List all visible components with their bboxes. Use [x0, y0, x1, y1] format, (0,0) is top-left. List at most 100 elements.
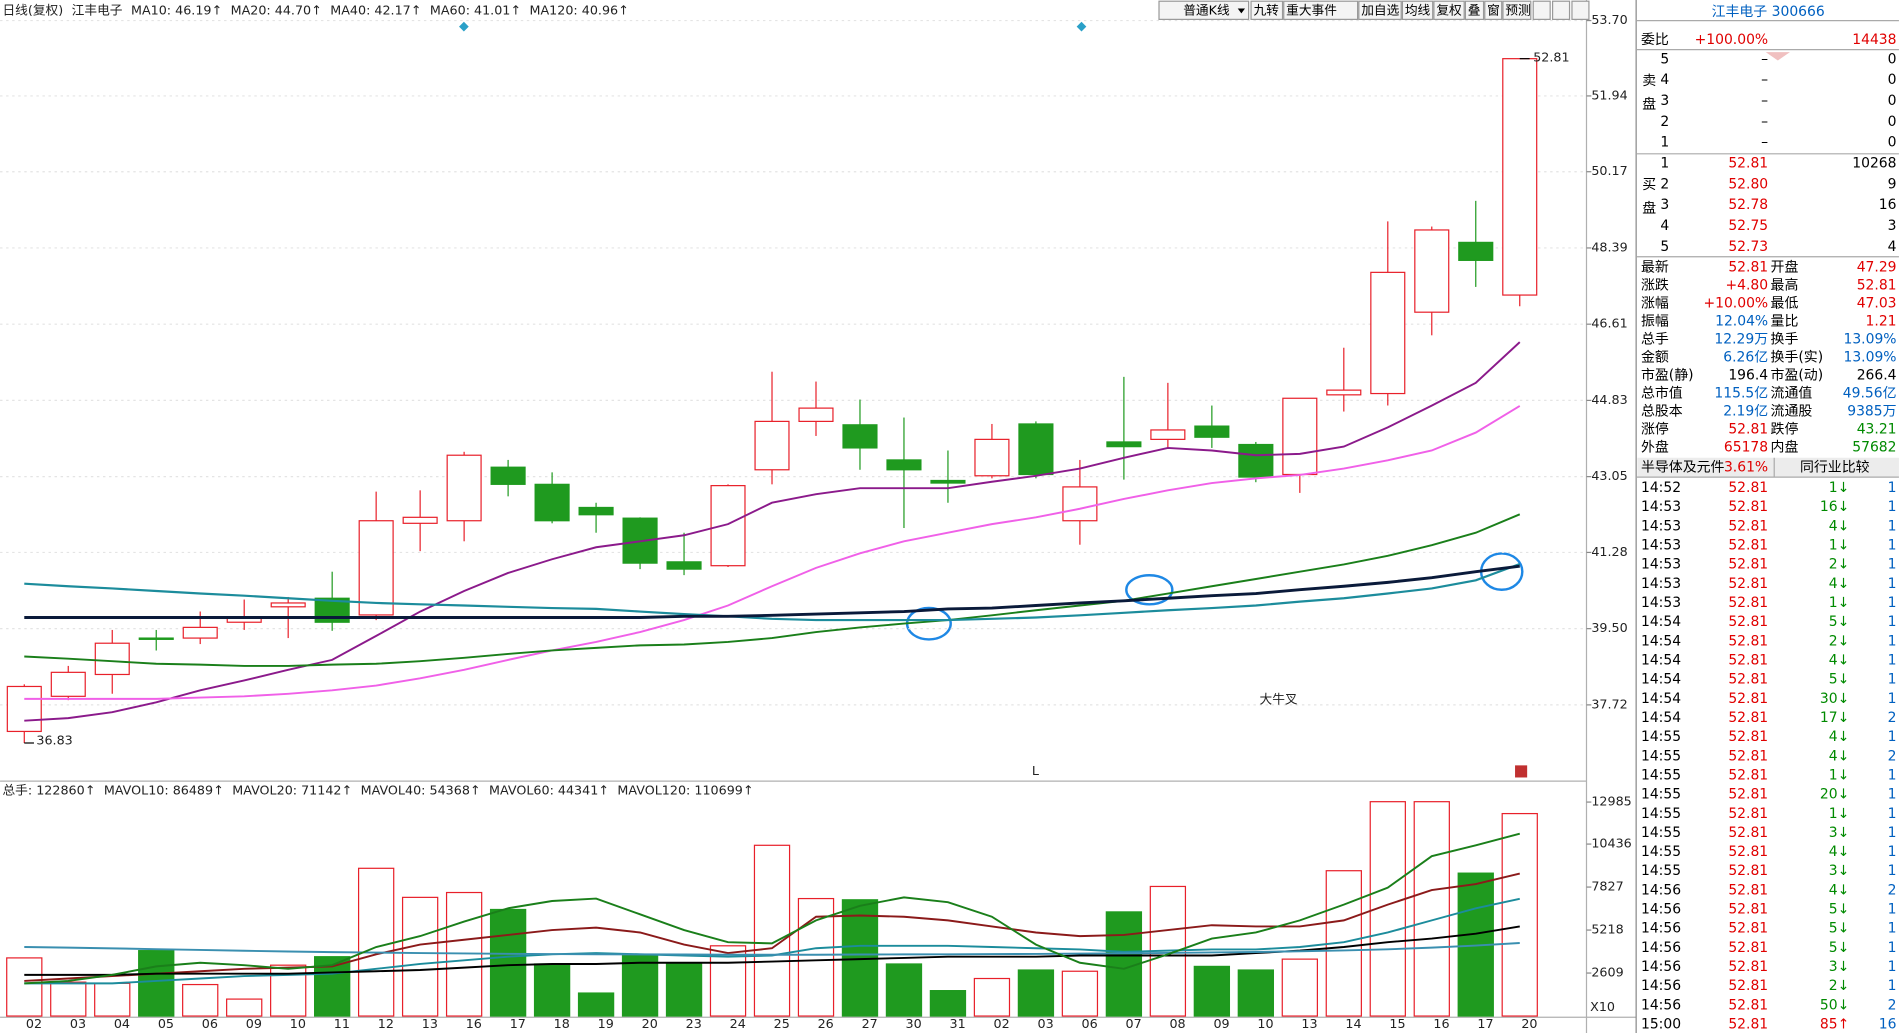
- toolbar-button[interactable]: [1484, 0, 1503, 20]
- dropdown-icon[interactable]: [1237, 8, 1245, 14]
- quote-text: 1↓: [1829, 595, 1850, 611]
- quote-text: 2.19亿: [1723, 404, 1768, 420]
- legend-label: MA60: 41.01↑: [430, 2, 521, 17]
- quote-text: 52.75: [1728, 218, 1768, 234]
- candle-body: [754, 420, 790, 471]
- candle-body: [1018, 423, 1054, 476]
- highlight-circle: [1125, 574, 1174, 606]
- dropdown-icon[interactable]: [1765, 52, 1790, 61]
- quote-text: 1: [1888, 806, 1897, 822]
- x-tick-label: 23: [686, 1016, 702, 1031]
- toolbar-button[interactable]: [1283, 0, 1359, 20]
- quote-text: 196.4: [1728, 368, 1768, 384]
- toolbar-label[interactable]: 重大事件: [1286, 2, 1337, 17]
- toolbar-label[interactable]: 预测: [1505, 2, 1530, 17]
- volume-bar: [929, 990, 967, 1017]
- x-tick-label: 04: [114, 1016, 130, 1031]
- x-tick-label: 17: [1477, 1016, 1493, 1031]
- quote-text: –: [1761, 114, 1768, 130]
- quote-text: 14438: [1852, 32, 1896, 48]
- toolbar-icon[interactable]: [1532, 0, 1551, 20]
- quote-text: 14:56: [1641, 902, 1681, 918]
- quote-text: 14:55: [1641, 787, 1681, 803]
- quote-text: 总手: [1641, 332, 1669, 348]
- quote-text: –: [1761, 51, 1768, 67]
- quote-text: 5↓: [1829, 902, 1850, 918]
- quote-text: 9: [1888, 176, 1897, 192]
- toolbar-label[interactable]: 窗: [1487, 2, 1500, 17]
- quote-text: 14:53: [1641, 538, 1681, 554]
- toolbar-label[interactable]: 叠: [1468, 2, 1481, 17]
- legend-label: 江丰电子: [72, 2, 123, 17]
- toolbar-label[interactable]: 加自选: [1361, 2, 1399, 17]
- quote-text: 14:55: [1641, 729, 1681, 745]
- quote-text: 2: [1888, 997, 1897, 1013]
- quote-text: 外盘: [1641, 438, 1669, 455]
- annotation: X10: [1590, 999, 1615, 1014]
- legend-label: MAVOL60: 44341↑: [489, 782, 609, 797]
- toolbar-button[interactable]: [1433, 0, 1465, 20]
- quote-text: 3: [1660, 197, 1669, 213]
- quote-text: 1↓: [1829, 538, 1850, 554]
- quote-text: 涨跌: [1641, 278, 1669, 294]
- quote-text: 14:54: [1641, 614, 1681, 630]
- quote-text: 江丰电子 300666: [1712, 4, 1825, 20]
- toolbar-button[interactable]: [1401, 0, 1434, 20]
- quote-text: 换手: [1771, 331, 1799, 348]
- toolbar-label[interactable]: 复权: [1436, 2, 1462, 17]
- quote-text: 13.09%: [1843, 332, 1896, 348]
- toolbar-label[interactable]: 九转: [1253, 2, 1279, 17]
- toolbar-button[interactable]: [1358, 0, 1402, 20]
- candle-body: [490, 466, 526, 485]
- toolbar-label[interactable]: 均线: [1405, 2, 1431, 17]
- x-tick-label: 06: [1082, 1016, 1098, 1031]
- candle-body: [358, 520, 394, 616]
- candle-body: [1458, 241, 1494, 261]
- volume-bar: [50, 981, 87, 1017]
- quote-text: 43.21: [1857, 421, 1897, 437]
- quote-text: 14:54: [1641, 672, 1681, 688]
- quote-text: 14:55: [1641, 748, 1681, 764]
- quote-text: 最低: [1771, 296, 1799, 312]
- quote-text: 14:54: [1641, 652, 1681, 668]
- x-tick-label: 09: [246, 1016, 262, 1031]
- quote-text: 1: [1888, 518, 1897, 534]
- x-tick-label: 02: [26, 1016, 42, 1031]
- quote-text: 52.81: [1728, 499, 1768, 515]
- quote-text: 1↓: [1829, 806, 1850, 822]
- quote-text: 52.81: [1728, 421, 1768, 437]
- quote-text: 14:53: [1641, 499, 1681, 515]
- x-tick-label: 31: [950, 1016, 966, 1031]
- toolbar-button[interactable]: [1464, 0, 1485, 20]
- quote-text: 266.4: [1857, 368, 1897, 384]
- toolbar-button[interactable]: [1158, 0, 1250, 20]
- toolbar-icon[interactable]: [1571, 0, 1590, 20]
- x-tick-label: 02: [994, 1016, 1010, 1031]
- legend-label: MAVOL10: 86489↑: [104, 782, 224, 797]
- legend-label: MA20: 44.70↑: [231, 2, 322, 17]
- toolbar-button[interactable]: [1502, 0, 1532, 20]
- x-tick-label: 10: [290, 1016, 306, 1031]
- toolbar-icon[interactable]: [1551, 0, 1571, 20]
- candle-body: [1238, 443, 1274, 478]
- quote-text: 涨幅: [1641, 296, 1669, 312]
- quote-text: 14:56: [1641, 978, 1681, 994]
- quote-text: 1: [1888, 614, 1897, 630]
- toolbar-label[interactable]: 普通K线: [1183, 2, 1230, 17]
- quote-text: 4↓: [1829, 748, 1850, 764]
- quote-text: 3↓: [1829, 863, 1850, 879]
- y-tick-label: 51.94: [1591, 87, 1627, 102]
- side-label: 买盘: [1640, 177, 1656, 224]
- x-tick-label: 27: [862, 1016, 878, 1031]
- legend-label: MA10: 46.19↑: [131, 2, 222, 17]
- quote-text: 1: [1888, 691, 1897, 707]
- quote-text: 0: [1888, 93, 1897, 109]
- quote-text: 振幅: [1641, 314, 1669, 330]
- x-tick-label: 09: [1213, 1016, 1229, 1031]
- y-tick-label: 39.50: [1591, 620, 1627, 635]
- toolbar-button[interactable]: [1250, 0, 1284, 20]
- annotation: 大牛叉: [1260, 691, 1298, 706]
- volume-bar: [1237, 969, 1275, 1017]
